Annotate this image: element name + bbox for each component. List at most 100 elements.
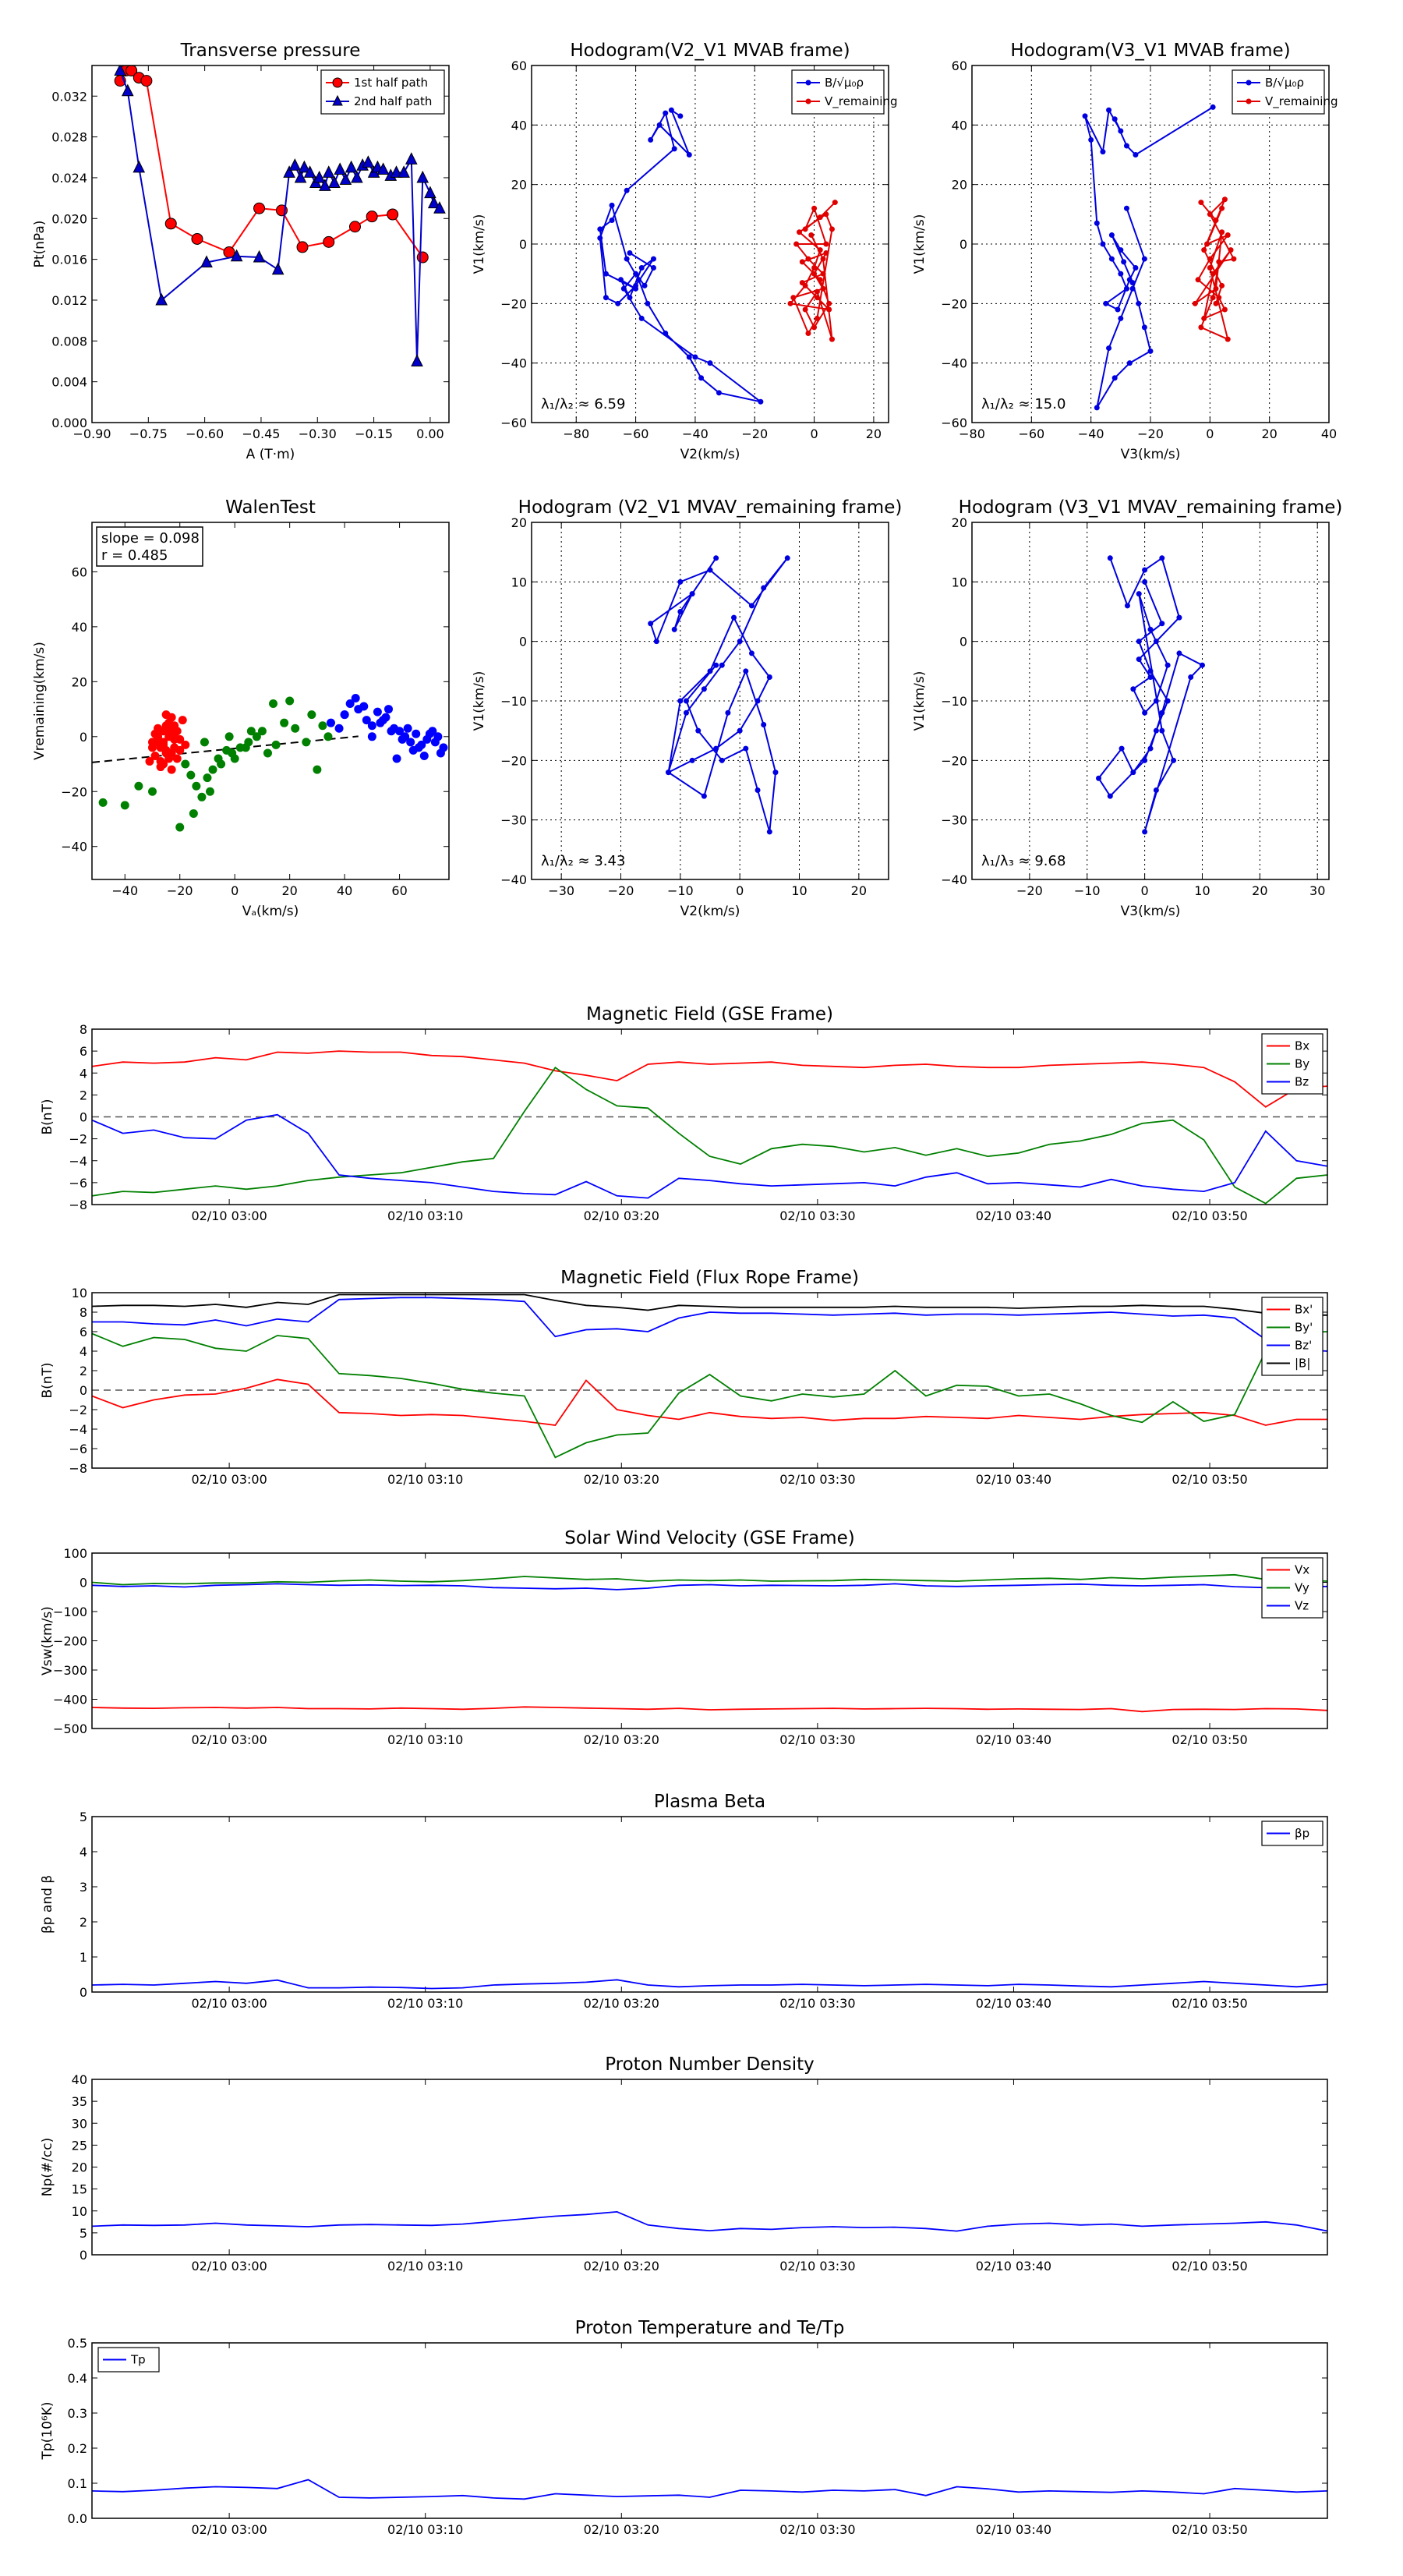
- stats-box: [96, 526, 203, 567]
- data-point: [155, 292, 168, 306]
- data-point: [351, 170, 363, 183]
- x-tick-label: 02/10 03:20: [584, 1996, 659, 2011]
- data-point: [387, 208, 399, 221]
- data-point: [425, 729, 434, 738]
- data-point: [633, 282, 639, 288]
- x-tick-label: −40: [111, 883, 138, 898]
- y-tick-label: 0.016: [51, 253, 87, 267]
- y-tick-label: 0: [519, 635, 527, 649]
- legend-label: Bx': [1295, 1303, 1313, 1317]
- legend-box: [791, 69, 885, 115]
- data-point: [645, 300, 651, 306]
- y-tick-label: 0.4: [68, 2371, 87, 2386]
- x-tick-label: −0.15: [355, 426, 393, 441]
- data-point: [719, 757, 725, 763]
- y-tick-label: 30: [72, 2116, 87, 2131]
- data-point: [253, 249, 266, 263]
- chart-title: Proton Number Density: [605, 2054, 815, 2075]
- y-tick-label: 20: [952, 178, 967, 193]
- y-tick-label: 10: [952, 575, 967, 589]
- data-point: [1195, 277, 1201, 283]
- data-point: [327, 718, 336, 727]
- y-tick-label: 0: [80, 730, 87, 745]
- y-tick-label: 20: [72, 2160, 87, 2175]
- data-point: [799, 259, 805, 265]
- x-tick-label: 02/10 03:10: [387, 1472, 463, 1487]
- plot-area: [92, 1293, 1327, 1459]
- legend: Bx By Bz: [1261, 1033, 1323, 1095]
- y-tick-label: 40: [952, 118, 967, 133]
- data-point: [641, 282, 648, 288]
- data-point: [793, 241, 800, 247]
- chart-title: Hodogram (V3_V1 MVAV_remaining frame): [959, 497, 1343, 518]
- data-point: [1106, 345, 1112, 352]
- data-point: [205, 787, 214, 796]
- data-point: [373, 707, 382, 717]
- chart-title: Proton Temperature and Te/Tp: [575, 2318, 845, 2338]
- chart-title: Hodogram (V2_V1 MVAV_remaining frame): [518, 497, 903, 518]
- legend-marker: [332, 77, 343, 88]
- legend: 1st half path 2nd half path: [320, 69, 445, 115]
- x-tick-label: 02/10 03:30: [779, 1732, 855, 1747]
- data-point: [302, 738, 311, 747]
- data-point: [743, 668, 749, 674]
- data-point: [1119, 745, 1125, 752]
- legend-label: βp: [1295, 1827, 1309, 1841]
- data-point: [186, 770, 196, 780]
- data-point: [1213, 300, 1219, 306]
- data-point: [1129, 280, 1136, 286]
- data-point: [1228, 247, 1234, 253]
- data-point: [1133, 265, 1139, 271]
- legend-label: Vz: [1295, 1599, 1309, 1613]
- series-line: [649, 557, 789, 833]
- plot-frame: [531, 65, 889, 423]
- x-tick-label: 60: [391, 883, 407, 898]
- data-point: [114, 65, 126, 76]
- x-tick-label: −40: [682, 426, 709, 441]
- chart-c3: Hodogram(V3_V1 MVAB frame)−80 −60 −40 −20 0 2…: [912, 41, 1338, 462]
- eigenvalue-ratio-label: λ₁/λ₂ ≈ 15.0: [981, 396, 1066, 412]
- x-tick-label: 20: [281, 883, 297, 898]
- plot-area: [114, 65, 446, 366]
- y-tick-label: 0: [80, 2248, 87, 2263]
- data-point: [787, 300, 793, 306]
- data-point: [1100, 149, 1106, 155]
- data-point: [1192, 300, 1198, 306]
- data-point: [755, 787, 761, 793]
- y-axis-label: V1(km/s): [472, 214, 487, 274]
- data-point: [817, 247, 823, 253]
- plot-frame: [91, 1292, 1328, 1469]
- data-point: [1147, 626, 1154, 632]
- y-tick-label: 0: [80, 1383, 87, 1398]
- x-tick-label: 02/10 03:20: [584, 1472, 659, 1487]
- data-point: [597, 226, 603, 232]
- x-tick-label: 02/10 03:40: [976, 1996, 1051, 2011]
- x-tick-label: −20: [1137, 426, 1164, 441]
- y-tick-label: −60: [941, 416, 967, 430]
- y-tick-label: −10: [941, 694, 967, 709]
- data-point: [181, 759, 190, 769]
- x-tick-label: 30: [1309, 883, 1325, 898]
- data-point: [134, 781, 143, 791]
- data-point: [689, 757, 695, 763]
- chart-title: Solar Wind Velocity (GSE Frame): [564, 1528, 854, 1548]
- legend-marker: [1246, 80, 1252, 86]
- plot-area: [1096, 555, 1205, 835]
- series-line: [92, 1293, 1327, 1316]
- data-point: [1198, 324, 1204, 331]
- y-tick-label: 6: [80, 1044, 87, 1059]
- data-point: [1142, 829, 1148, 835]
- legend-label: V_remaining: [1265, 94, 1338, 109]
- data-point: [814, 315, 820, 321]
- y-axis-label: Tp(10⁶K): [40, 2401, 55, 2460]
- plot-frame: [91, 2079, 1328, 2256]
- data-point: [164, 218, 177, 230]
- series-line: [92, 1706, 1327, 1713]
- fit-line: [92, 735, 359, 763]
- data-point: [269, 699, 278, 709]
- data-point: [339, 172, 352, 186]
- x-tick-label: −0.60: [186, 426, 224, 441]
- y-tick-label: 0.012: [51, 293, 87, 308]
